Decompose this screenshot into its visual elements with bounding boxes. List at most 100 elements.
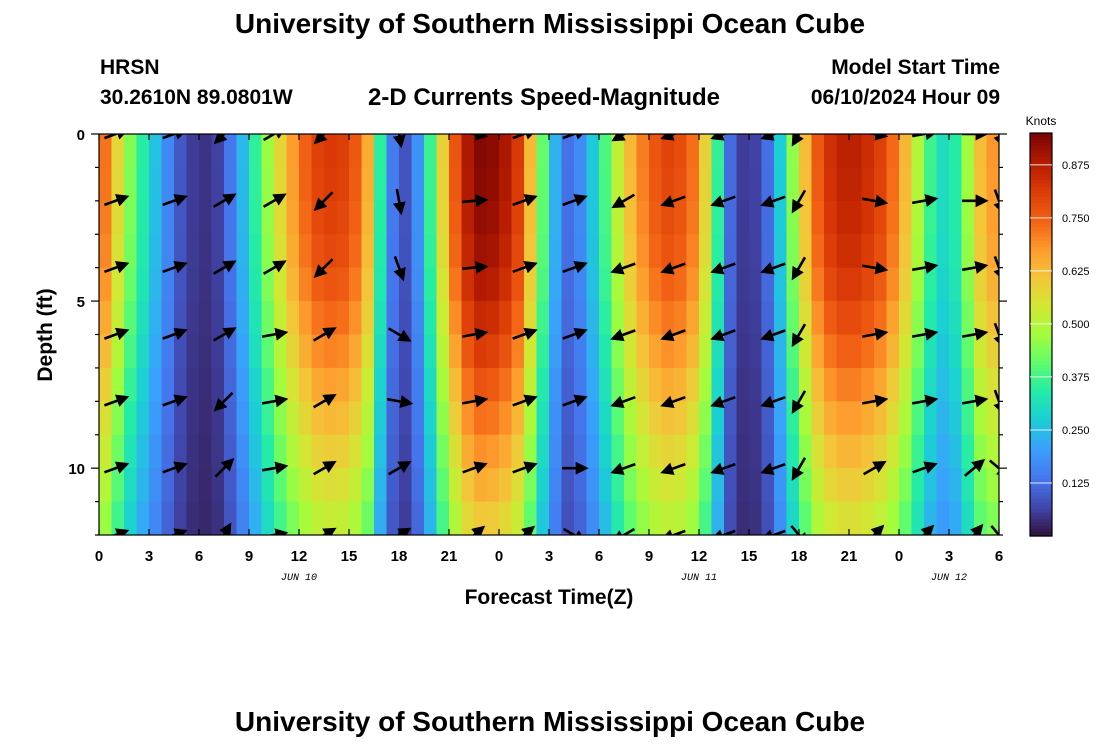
heatmap-cell — [461, 234, 475, 269]
colorbar-segment — [1030, 230, 1052, 235]
heatmap-cell — [711, 401, 725, 436]
colorbar-segment — [1030, 488, 1052, 493]
heatmap-cell — [811, 301, 825, 336]
heatmap-cell — [174, 468, 188, 503]
heatmap-cell — [674, 167, 688, 202]
heatmap-cell — [824, 301, 838, 336]
colorbar-segment — [1030, 381, 1052, 386]
colorbar-segment — [1030, 133, 1052, 137]
heatmap-cell — [974, 301, 988, 336]
colorbar-segment — [1030, 431, 1052, 436]
heatmap-cell — [886, 367, 900, 402]
heatmap-cell — [686, 468, 700, 503]
colorbar-tick-label: 0.750 — [1062, 213, 1090, 225]
heatmap-cell — [386, 367, 400, 402]
heatmap-cell — [274, 301, 288, 336]
current-arrow — [321, 527, 337, 535]
heatmap-cell — [449, 234, 463, 269]
heatmap-cell — [736, 301, 750, 336]
colorbar-segment — [1030, 438, 1052, 443]
heatmap-cell — [786, 134, 800, 169]
heatmap-cell — [861, 401, 875, 436]
heatmap-cell — [749, 234, 763, 269]
heatmap-cell — [124, 334, 138, 369]
heatmap-cell — [261, 367, 275, 402]
heatmap-cell — [536, 267, 550, 302]
current-arrow — [562, 394, 588, 407]
x-tick-label: 18 — [791, 548, 808, 565]
heatmap-cell — [624, 334, 638, 369]
heatmap-cell — [599, 234, 613, 269]
heatmap-cell — [774, 401, 788, 436]
heatmap-cell — [549, 434, 563, 469]
heatmap-cell — [399, 434, 413, 469]
colorbar-segment — [1030, 384, 1052, 389]
heatmap-cell — [811, 468, 825, 503]
heatmap-cell — [699, 434, 713, 469]
x-tick-label: 21 — [841, 548, 858, 565]
colorbar-segment — [1030, 317, 1052, 322]
colorbar-segment — [1030, 492, 1052, 497]
x-tick-label: 3 — [945, 548, 953, 565]
heatmap-cell — [549, 267, 563, 302]
heatmap-cell — [811, 401, 825, 436]
current-arrow — [911, 327, 939, 341]
heatmap-cell — [261, 401, 275, 436]
heatmap-cell — [786, 501, 800, 535]
heatmap-cell — [874, 367, 888, 402]
heatmap-cell — [661, 468, 675, 503]
heatmap-cell — [636, 401, 650, 436]
heatmap-cell — [474, 468, 488, 503]
heatmap-cell — [561, 167, 575, 202]
heatmap-cell — [186, 267, 200, 302]
current-arrow — [790, 524, 809, 535]
heatmap-cell — [324, 434, 338, 469]
heatmap-cell — [861, 334, 875, 369]
heatmap-cell — [761, 200, 775, 235]
heatmap-cell — [574, 501, 588, 535]
heatmap-cell — [336, 200, 350, 235]
heatmap-cell — [124, 501, 138, 535]
heatmap-cell — [924, 301, 938, 336]
heatmap-cell — [249, 167, 263, 202]
heatmap-cell — [686, 401, 700, 436]
heatmap-cell — [199, 134, 213, 169]
colorbar-segment — [1030, 186, 1052, 191]
heatmap-cell — [499, 134, 513, 169]
heatmap-cell — [899, 167, 913, 202]
current-arrow — [170, 528, 188, 535]
heatmap-cell — [774, 167, 788, 202]
current-arrow — [611, 193, 636, 209]
heatmap-cell — [524, 167, 538, 202]
heatmap-cell — [349, 468, 363, 503]
heatmap-cell — [749, 434, 763, 469]
heatmap-cell — [249, 301, 263, 336]
heatmap-cell — [786, 334, 800, 369]
heatmap-cell — [124, 200, 138, 235]
heatmap-cell — [924, 134, 938, 169]
heatmap-cell — [211, 334, 225, 369]
heatmap-cell — [674, 401, 688, 436]
heatmap-cell — [249, 134, 263, 169]
heatmap-cell — [624, 200, 638, 235]
heatmap-cell — [149, 301, 163, 336]
heatmap-cell — [499, 401, 513, 436]
heatmap-cell — [686, 134, 700, 169]
heatmap-cell — [386, 501, 400, 535]
heatmap-cell — [874, 334, 888, 369]
colorbar-segment — [1030, 247, 1052, 252]
heatmap-cell — [599, 468, 613, 503]
heatmap-cell — [961, 401, 975, 436]
heatmap-cell — [311, 334, 325, 369]
colorbar-tick-label: 0.625 — [1062, 266, 1090, 278]
heatmap-cell — [836, 468, 850, 503]
colorbar-segment — [1030, 462, 1052, 467]
heatmap-cell — [536, 468, 550, 503]
heatmap-cell — [99, 134, 113, 169]
heatmap-cell — [249, 367, 263, 402]
heatmap-cell — [924, 167, 938, 202]
colorbar-segment — [1030, 176, 1052, 181]
heatmap-cell — [936, 234, 950, 269]
heatmap-cell — [599, 401, 613, 436]
heatmap-cell — [736, 267, 750, 302]
